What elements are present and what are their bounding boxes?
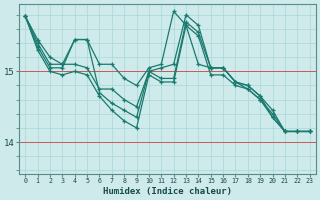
X-axis label: Humidex (Indice chaleur): Humidex (Indice chaleur)	[103, 187, 232, 196]
